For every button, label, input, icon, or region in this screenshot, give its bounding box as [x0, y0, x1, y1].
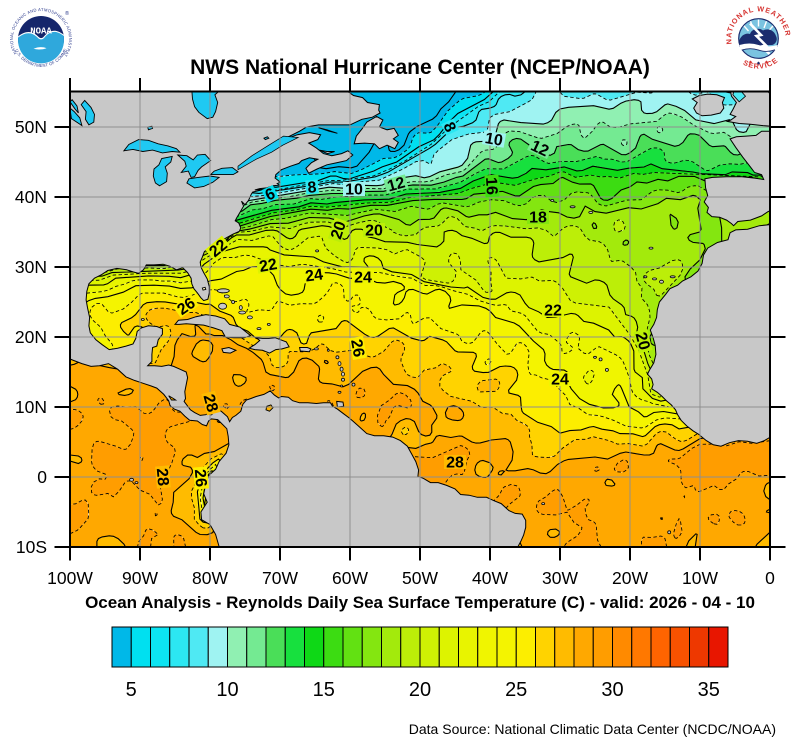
svg-text:20N: 20N — [15, 327, 47, 347]
svg-text:60W: 60W — [332, 568, 368, 588]
svg-text:100W: 100W — [47, 568, 93, 588]
svg-text:80W: 80W — [192, 568, 228, 588]
svg-text:12: 12 — [528, 137, 551, 160]
svg-text:70W: 70W — [262, 568, 298, 588]
svg-text:25: 25 — [505, 679, 527, 701]
svg-text:40N: 40N — [15, 187, 47, 207]
svg-text:15: 15 — [313, 679, 335, 701]
svg-text:50N: 50N — [15, 117, 47, 137]
svg-text:28: 28 — [200, 392, 221, 414]
svg-text:22: 22 — [544, 303, 562, 320]
svg-text:5: 5 — [126, 679, 137, 701]
svg-text:10: 10 — [345, 182, 363, 199]
svg-text:10: 10 — [216, 679, 238, 701]
svg-text:0: 0 — [37, 467, 47, 487]
svg-text:24: 24 — [304, 266, 324, 285]
svg-text:28: 28 — [446, 455, 464, 472]
svg-text:30: 30 — [601, 679, 623, 701]
svg-text:Ocean Analysis - Reynolds Dail: Ocean Analysis - Reynolds Daily Sea Surf… — [85, 593, 755, 612]
svg-text:20: 20 — [365, 223, 383, 240]
svg-text:10W: 10W — [682, 568, 718, 588]
svg-text:20W: 20W — [612, 568, 648, 588]
svg-text:10N: 10N — [15, 397, 47, 417]
svg-text:26: 26 — [347, 338, 367, 359]
svg-text:20: 20 — [409, 679, 431, 701]
svg-text:35: 35 — [698, 679, 720, 701]
svg-text:22: 22 — [258, 256, 279, 276]
svg-text:50W: 50W — [402, 568, 438, 588]
svg-text:16: 16 — [482, 177, 500, 196]
svg-text:Data Source: National Climatic: Data Source: National Climatic Data Cent… — [409, 721, 776, 737]
svg-text:20: 20 — [328, 219, 350, 241]
svg-text:40W: 40W — [472, 568, 508, 588]
svg-text:28: 28 — [153, 467, 171, 486]
svg-text:8: 8 — [307, 179, 317, 197]
svg-text:10S: 10S — [16, 537, 47, 557]
svg-text:24: 24 — [551, 372, 569, 389]
svg-text:12: 12 — [385, 174, 407, 195]
svg-text:0: 0 — [765, 568, 775, 588]
svg-text:26: 26 — [191, 468, 209, 487]
svg-text:30W: 30W — [542, 568, 578, 588]
svg-text:30N: 30N — [15, 257, 47, 277]
svg-text:90W: 90W — [122, 568, 158, 588]
svg-text:NOAA: NOAA — [30, 27, 52, 37]
svg-text:20: 20 — [632, 330, 653, 352]
svg-text:10: 10 — [484, 130, 505, 150]
svg-text:®: ® — [65, 10, 69, 17]
svg-text:18: 18 — [529, 210, 547, 227]
svg-text:24: 24 — [354, 270, 372, 287]
svg-text:NWS National Hurricane Center: NWS National Hurricane Center (NCEP/NOAA… — [190, 56, 650, 79]
